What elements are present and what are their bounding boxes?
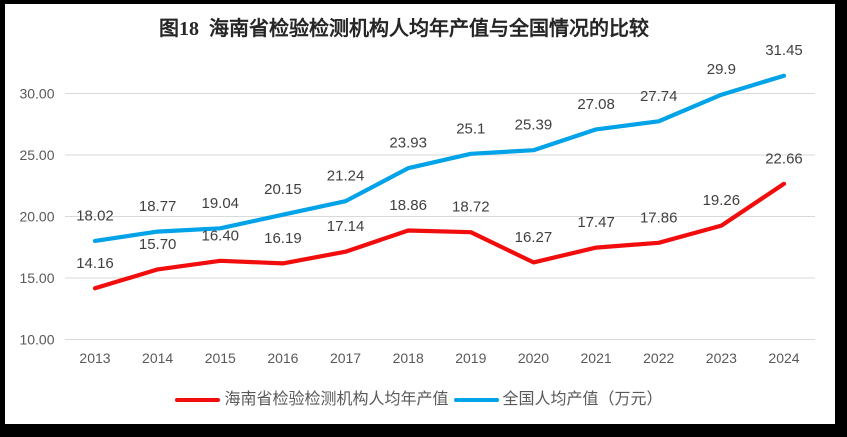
chart-panel: 图18 海南省检验检测机构人均年产值与全国情况的比较 10.00 15.00 20.… xyxy=(5,4,835,424)
data-label-series-1: 25.1 xyxy=(456,120,485,137)
x-axis-tick-label: 2022 xyxy=(643,350,674,366)
data-label-series-0: 14.16 xyxy=(76,255,114,272)
y-axis-tick-label: 15.00 xyxy=(19,270,54,286)
data-label-series-1: 21.24 xyxy=(327,168,365,185)
x-axis-tick-label: 2023 xyxy=(706,350,737,366)
y-axis-tick-label: 20.00 xyxy=(19,209,54,225)
data-label-series-1: 18.77 xyxy=(139,198,177,215)
x-axis-tick-label: 2014 xyxy=(142,350,173,366)
data-label-series-1: 25.39 xyxy=(515,117,553,134)
legend-item-national: 全国人均产值（万元） xyxy=(453,390,663,410)
data-label-series-1: 31.45 xyxy=(765,42,803,59)
x-axis-tick-label: 2024 xyxy=(768,350,799,366)
data-label-series-0: 16.19 xyxy=(264,230,302,247)
data-label-series-0: 18.72 xyxy=(452,199,490,216)
chart-title: 图18 海南省检验检测机构人均年产值与全国情况的比较 xyxy=(159,18,649,40)
data-label-series-0: 16.27 xyxy=(515,229,553,246)
y-axis-tick-label: 10.00 xyxy=(19,332,54,348)
data-label-series-0: 19.26 xyxy=(703,192,741,209)
x-axis-tick-label: 2019 xyxy=(455,350,486,366)
data-label-series-1: 27.74 xyxy=(640,88,678,105)
series-line-0 xyxy=(92,181,787,291)
series-line-1 xyxy=(92,73,787,243)
x-axis-tick-label: 2016 xyxy=(267,350,298,366)
legend-line-blue-icon xyxy=(453,398,499,402)
legend-label-hainan: 海南省检验检测机构人均年产值 xyxy=(224,391,449,408)
data-label-series-0: 17.86 xyxy=(640,209,678,226)
x-axis-tick-label: 2021 xyxy=(581,350,612,366)
data-label-series-0: 17.14 xyxy=(327,218,365,235)
data-label-series-0: 16.40 xyxy=(201,227,239,244)
data-label-series-1: 18.02 xyxy=(76,207,114,224)
legend-label-national: 全国人均产值（万元） xyxy=(502,391,663,408)
legend-item-hainan: 海南省检验检测机构人均年产值 xyxy=(175,390,449,410)
data-label-series-1: 29.9 xyxy=(707,61,736,78)
x-axis-tick-label: 2013 xyxy=(79,350,110,366)
x-axis-tick-label: 2018 xyxy=(393,350,424,366)
data-label-series-0: 15.70 xyxy=(139,236,177,253)
x-axis-tick-label: 2015 xyxy=(205,350,236,366)
y-axis-tick-label: 30.00 xyxy=(19,86,54,102)
data-label-series-1: 27.08 xyxy=(577,96,615,113)
legend: 海南省检验检测机构人均年产值 全国人均产值（万元） xyxy=(4,389,834,411)
legend-line-red-icon xyxy=(175,398,221,402)
data-label-series-1: 20.15 xyxy=(264,181,302,198)
plot-area: 10.00 15.00 20.00 25.00 30.00 2013 2014 2015 201… xyxy=(19,42,815,366)
data-label-series-0: 22.66 xyxy=(765,150,803,167)
data-label-series-0: 17.47 xyxy=(577,214,615,231)
x-axis-tick-label: 2017 xyxy=(330,350,361,366)
data-label-series-0: 18.86 xyxy=(389,197,427,214)
y-axis-tick-label: 25.00 xyxy=(19,147,54,163)
data-label-series-1: 23.93 xyxy=(389,135,427,152)
data-label-series-1: 19.04 xyxy=(201,195,239,212)
x-axis-tick-label: 2020 xyxy=(518,350,549,366)
